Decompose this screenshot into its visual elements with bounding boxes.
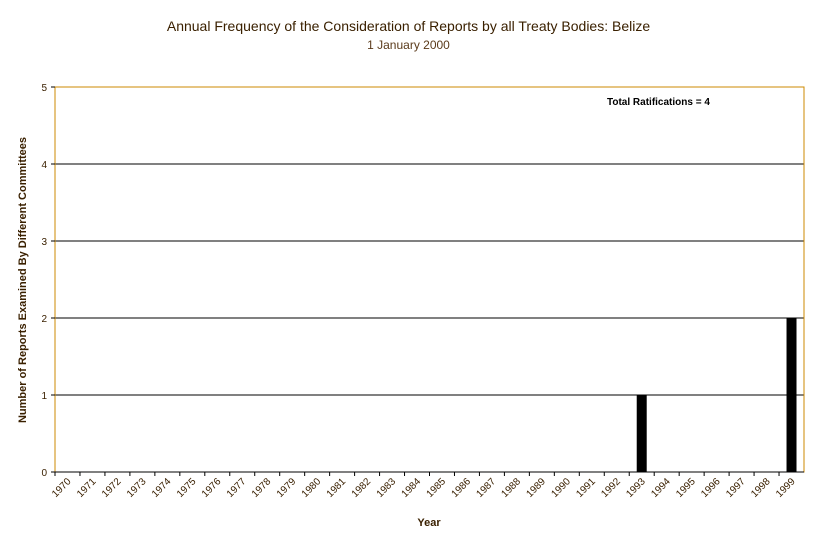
x-tick-label-1972: 1972	[100, 476, 124, 500]
y-tick-label-2: 2	[41, 314, 47, 325]
gridlines	[55, 163, 804, 396]
x-tick-label-1978: 1978	[250, 476, 274, 500]
y-axis-title: Number of Reports Examined By Different …	[17, 137, 29, 423]
x-tick-label-1982: 1982	[350, 476, 374, 500]
x-tick-label-1976: 1976	[200, 476, 224, 500]
x-tick-label-1971: 1971	[75, 476, 99, 500]
x-tick-label-1998: 1998	[749, 476, 773, 500]
y-tick-label-3: 3	[41, 237, 47, 248]
x-tick-label-1988: 1988	[499, 476, 523, 500]
x-tick-label-1993: 1993	[624, 476, 648, 500]
x-tick-label-1990: 1990	[549, 476, 573, 500]
x-tick-label-1979: 1979	[275, 476, 299, 500]
y-tick-label-1: 1	[41, 391, 47, 402]
x-tick-label-1987: 1987	[475, 476, 499, 500]
total-ratifications-annotation: Total Ratifications = 4	[607, 97, 710, 108]
x-tick-label-1974: 1974	[150, 476, 174, 500]
x-tick-label-1996: 1996	[699, 476, 723, 500]
x-tick-label-1994: 1994	[649, 476, 673, 500]
x-tick-label-1981: 1981	[325, 476, 349, 500]
x-tick-label-1986: 1986	[450, 476, 474, 500]
x-tick-label-1970: 1970	[50, 476, 74, 500]
bar-1993	[636, 395, 647, 472]
y-tick-label-5: 5	[41, 83, 47, 94]
x-tick-label-1975: 1975	[175, 476, 199, 500]
x-tick-label-1989: 1989	[524, 476, 548, 500]
bar-1999	[786, 318, 797, 472]
x-tick-label-1999: 1999	[774, 476, 798, 500]
plot-frame	[54, 86, 805, 473]
chart-subtitle: 1 January 2000	[367, 38, 450, 52]
x-tick-label-1983: 1983	[375, 476, 399, 500]
y-tick-label-4: 4	[41, 160, 47, 171]
x-axis-title: Year	[417, 517, 441, 529]
x-tick-label-1980: 1980	[300, 476, 324, 500]
x-tick-label-1984: 1984	[400, 476, 424, 500]
x-tick-label-1973: 1973	[125, 476, 149, 500]
x-tick-label-1995: 1995	[674, 476, 698, 500]
x-tick-label-1991: 1991	[574, 476, 598, 500]
x-tick-label-1992: 1992	[599, 476, 623, 500]
chart-title: Annual Frequency of the Consideration of…	[166, 18, 651, 34]
x-tick-label-1977: 1977	[225, 476, 249, 500]
y-tick-label-0: 0	[41, 468, 47, 479]
x-tick-label-1997: 1997	[724, 476, 748, 500]
bars	[636, 318, 797, 472]
x-tick-label-1985: 1985	[425, 476, 449, 500]
